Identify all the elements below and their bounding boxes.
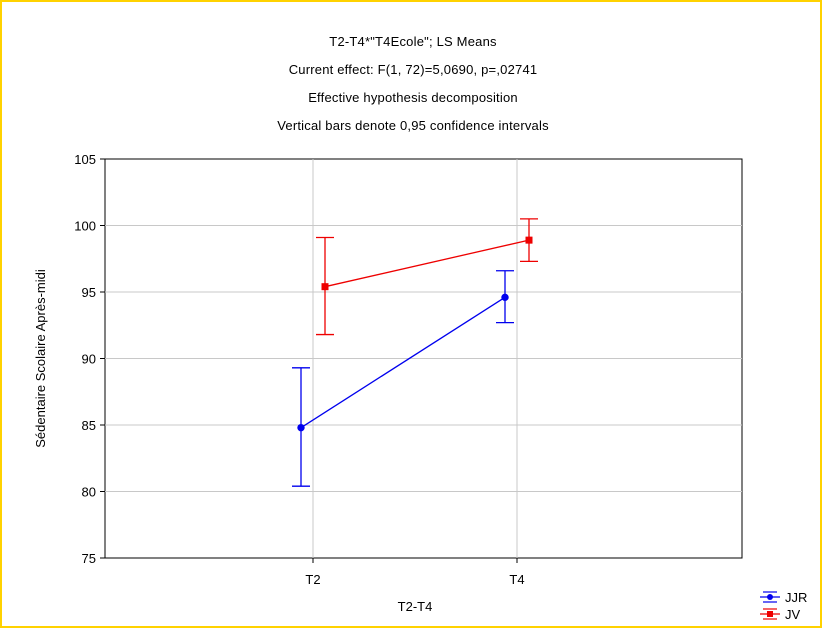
legend-label: JV <box>785 607 801 622</box>
data-point <box>525 236 533 244</box>
chart-title-line-3: Effective hypothesis decomposition <box>308 90 518 105</box>
series-line-jjr <box>300 296 506 429</box>
series-jv <box>316 218 538 336</box>
data-point <box>321 283 329 291</box>
series-line-jv <box>324 239 530 288</box>
legend-item-jv: JV <box>760 607 801 622</box>
y-axis-title: Sédentaire Scolaire Après-midi <box>33 269 48 448</box>
x-tick-label: T4 <box>509 572 524 587</box>
legend-label: JJR <box>785 590 807 605</box>
y-tick-label: 75 <box>82 551 96 566</box>
data-point <box>297 423 305 432</box>
y-tick-label: 100 <box>74 219 96 234</box>
y-tick-label: 95 <box>82 285 96 300</box>
chart-title-line-2: Current effect: F(1, 72)=5,0690, p=,0274… <box>288 62 538 77</box>
x-axis-ticks: T2 T4 <box>305 558 525 587</box>
chart-title-line-4: Vertical bars denote 0,95 confidence int… <box>277 118 549 133</box>
grid-lines <box>105 159 742 558</box>
legend-marker <box>767 611 773 617</box>
legend: JJR JV <box>760 590 807 622</box>
y-axis-ticks: 75 80 85 90 95 100 105 <box>74 152 105 566</box>
series-jjr <box>292 270 514 487</box>
y-tick-label: 105 <box>74 152 96 167</box>
x-axis-title: T2-T4 <box>398 599 433 614</box>
x-tick-label: T2 <box>305 572 320 587</box>
y-tick-label: 90 <box>82 352 96 367</box>
legend-marker <box>767 594 773 600</box>
data-point <box>501 293 509 302</box>
y-tick-label: 80 <box>82 485 96 500</box>
legend-item-jjr: JJR <box>760 590 807 605</box>
chart-title-line-1: T2-T4*"T4Ecole"; LS Means <box>329 34 497 49</box>
series-layer <box>292 218 538 487</box>
y-tick-label: 85 <box>82 418 96 433</box>
